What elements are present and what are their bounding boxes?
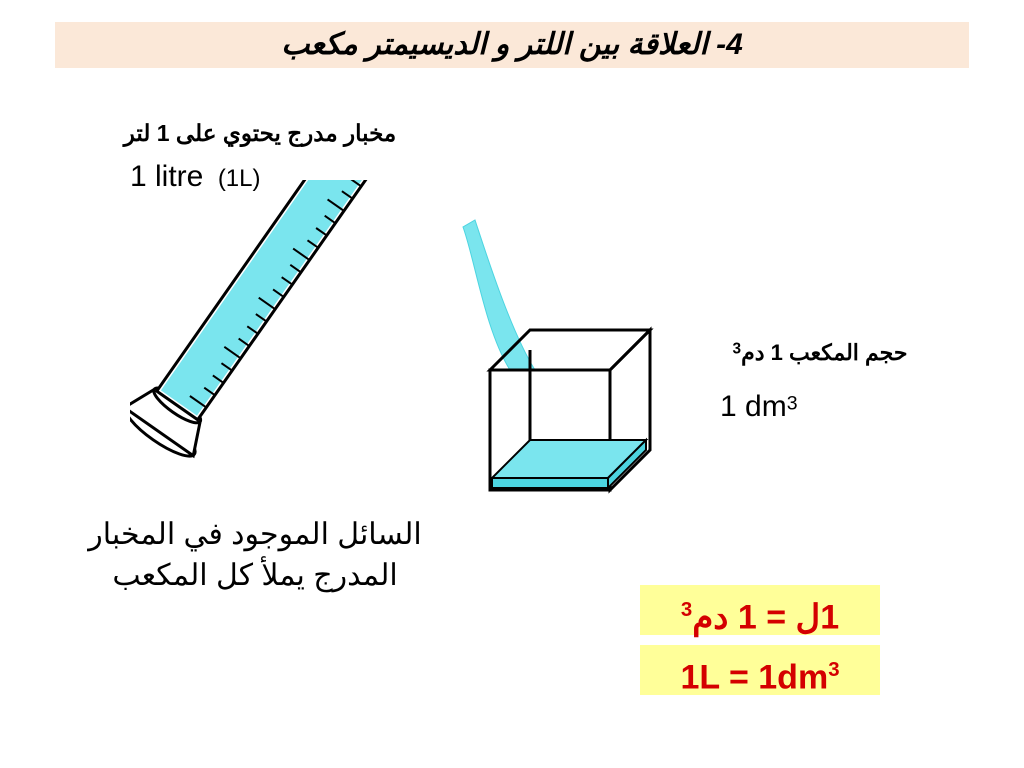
cylinder-label-arabic: مخبار مدرج يحتوي على 1 لتر xyxy=(80,120,440,147)
illustration-svg xyxy=(130,180,670,560)
formula-arabic: 1ل = 1 دم3 xyxy=(640,585,880,635)
cylinder-icon xyxy=(130,180,391,464)
page-title: 4- العلاقة بين اللتر و الديسيمتر مكعب xyxy=(55,22,969,68)
cube-label-arabic: حجم المكعب 1 دم3 xyxy=(690,340,950,366)
cube-label-latin: 1 dm3 xyxy=(720,390,920,424)
formula-latin: 1L = 1dm3 xyxy=(640,645,880,695)
pour-stream xyxy=(463,220,535,370)
illustration xyxy=(130,180,670,560)
conclusion-line2: المدرج يملأ كل المكعب xyxy=(55,556,455,597)
